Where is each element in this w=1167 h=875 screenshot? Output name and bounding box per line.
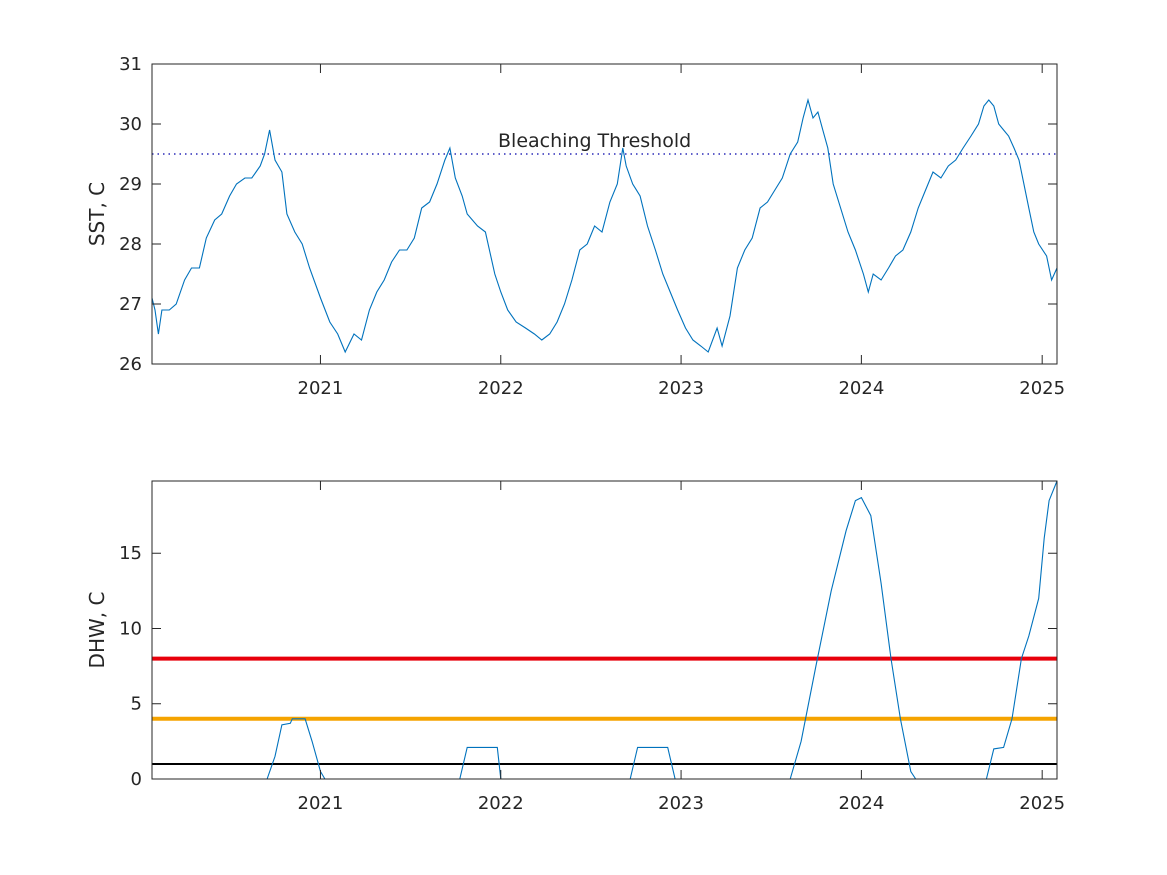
sst-series-line xyxy=(151,97,1058,354)
sst-y-tick-label: 28 xyxy=(119,234,142,255)
dhw-x-tick-label: 2022 xyxy=(478,793,524,814)
sst-y-tick-label: 29 xyxy=(119,174,142,195)
dhw-axes-box xyxy=(151,480,1058,780)
sst-y-tick-label: 26 xyxy=(119,354,142,375)
sst-x-tick-label: 2022 xyxy=(478,378,524,399)
sst-x-tick-label: 2023 xyxy=(658,378,704,399)
sst-y-tick-label: 30 xyxy=(119,114,142,135)
dhw-x-tick-label: 2025 xyxy=(1019,793,1065,814)
sst-x-tick-label: 2021 xyxy=(298,378,344,399)
dhw-x-tick-label: 2023 xyxy=(658,793,704,814)
dhw-y-axis-label: DHW, C xyxy=(85,592,109,669)
sst-axes-box xyxy=(151,63,1058,365)
dhw-y-tick-label: 0 xyxy=(131,769,142,790)
dhw-panel: 2021 2022 2023 2024 2025 0 5 10 15 DHW, C xyxy=(85,480,1065,814)
sst-y-axis-label: SST, C xyxy=(85,182,109,246)
dhw-x-tick-label: 2024 xyxy=(838,793,884,814)
dhw-y-tick-label: 15 xyxy=(119,543,142,564)
bleaching-threshold-label: Bleaching Threshold xyxy=(498,130,691,152)
dhw-series-line xyxy=(152,480,1058,780)
sst-x-tick-label: 2024 xyxy=(838,378,884,399)
dhw-y-tick-label: 10 xyxy=(119,618,142,639)
dhw-x-tick-label: 2021 xyxy=(298,793,344,814)
sst-y-tick-label: 27 xyxy=(119,294,142,315)
sst-x-tick-label: 2025 xyxy=(1019,378,1065,399)
sst-y-tick-label: 31 xyxy=(119,54,142,75)
sst-panel: 2021 2022 2023 2024 2025 26 27 28 29 30 31 Bleachi… xyxy=(85,54,1065,399)
dhw-y-tick-label: 5 xyxy=(131,694,142,715)
